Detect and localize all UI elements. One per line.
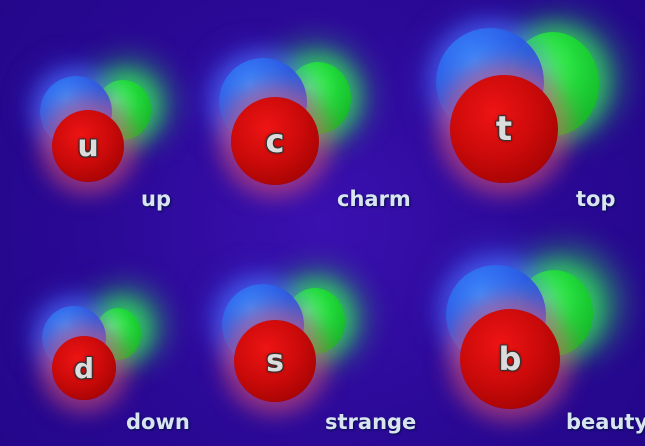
quark-label: up (141, 187, 171, 211)
red-orb: b (460, 309, 560, 409)
red-orb: d (52, 336, 116, 400)
quark-symbol: d (73, 351, 95, 385)
quark-symbol: t (495, 109, 513, 149)
quark-label: charm (337, 187, 411, 211)
quark-label: top (576, 187, 616, 211)
quark-label: strange (325, 410, 417, 434)
red-orb: s (234, 320, 316, 402)
quark-symbol: b (498, 340, 522, 378)
quark-label: down (126, 410, 190, 434)
quark-label: beauty (566, 410, 645, 434)
red-orb: t (450, 75, 558, 183)
red-orb: u (52, 110, 124, 182)
quark-symbol: u (77, 128, 99, 164)
quark-symbol: s (266, 343, 284, 379)
quark-symbol: c (265, 122, 285, 160)
red-orb: c (231, 97, 319, 185)
